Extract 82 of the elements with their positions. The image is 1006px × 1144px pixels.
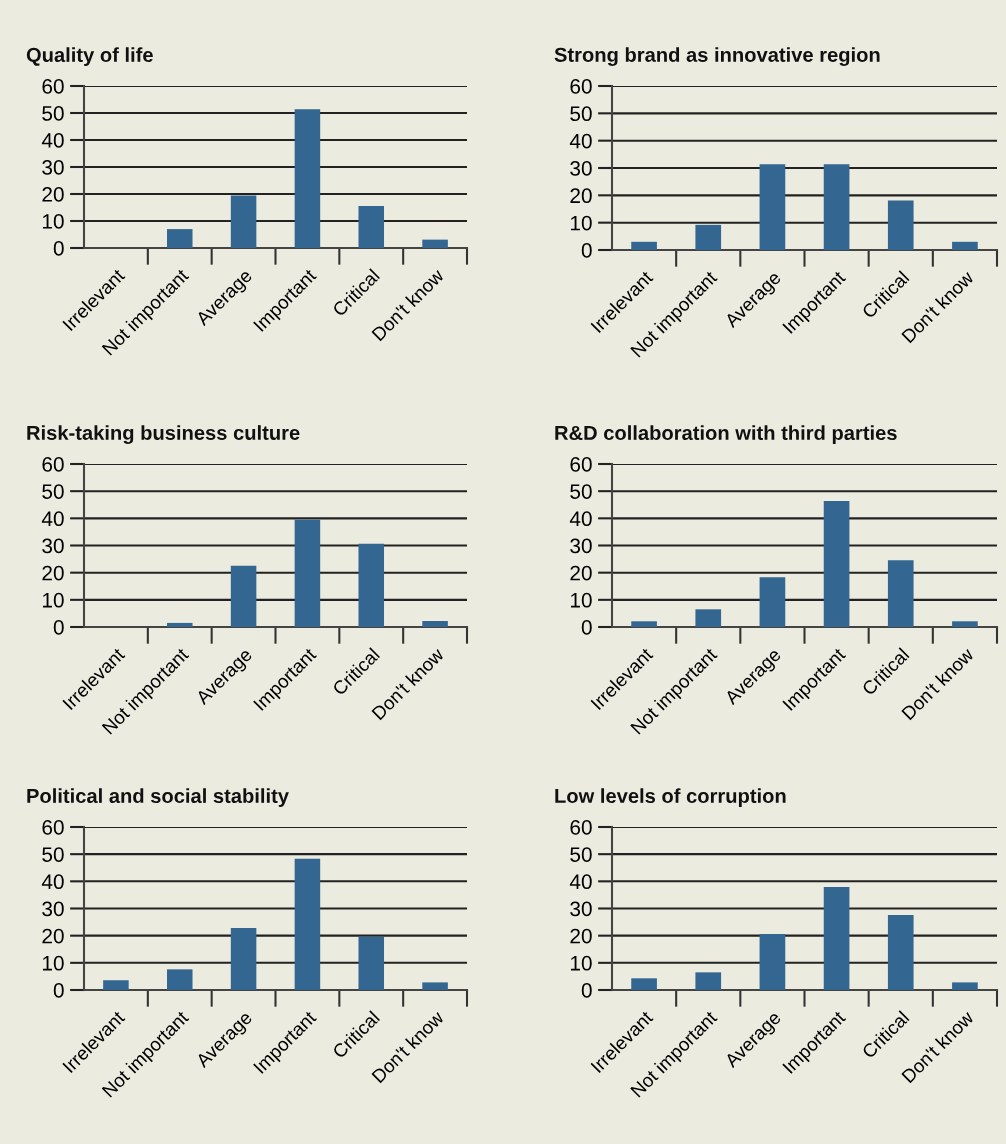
y-tick-label: 50 <box>570 484 592 499</box>
y-tick-label: 30 <box>570 538 592 554</box>
bar <box>422 982 448 990</box>
y-tick-label: 60 <box>570 457 592 472</box>
bar <box>952 621 978 627</box>
y-tick-label: 20 <box>570 928 592 944</box>
chart-title: Strong brand as innovative region <box>554 47 880 66</box>
y-tick-label: 0 <box>53 620 64 635</box>
y-tick-label: 30 <box>42 160 64 175</box>
y-tick-label: 20 <box>570 565 592 581</box>
bar <box>695 972 722 990</box>
y-tick-label: 20 <box>42 565 64 581</box>
y-tick-label: 0 <box>581 620 592 635</box>
bar <box>631 241 657 250</box>
bar <box>294 519 321 627</box>
y-tick-label: 30 <box>570 161 592 176</box>
y-tick-label: 40 <box>41 874 64 890</box>
y-tick-label: 0 <box>581 243 592 258</box>
bar <box>631 621 657 627</box>
y-tick-label: 20 <box>42 928 64 944</box>
bar <box>358 543 385 627</box>
y-tick-label: 10 <box>42 955 64 971</box>
y-tick-label: 10 <box>42 592 64 608</box>
y-tick-label: 40 <box>569 874 592 890</box>
bar <box>631 978 657 990</box>
bar <box>166 229 193 248</box>
y-tick-label: 60 <box>42 457 64 472</box>
bar <box>103 980 129 990</box>
chart-title: Quality of life <box>26 47 153 66</box>
y-tick-label: 60 <box>570 79 592 94</box>
bar <box>952 982 978 990</box>
y-tick-label: 50 <box>42 106 64 121</box>
bar <box>759 577 786 627</box>
bar <box>294 858 321 990</box>
y-tick-label: 0 <box>581 983 592 998</box>
bar <box>358 936 385 990</box>
bar <box>166 622 193 627</box>
y-tick-label: 50 <box>570 106 592 122</box>
y-tick-label: 20 <box>42 187 64 202</box>
y-tick-label: 30 <box>42 538 64 554</box>
bar <box>230 195 257 248</box>
bar <box>952 241 978 250</box>
y-tick-label: 0 <box>53 241 64 256</box>
y-tick-label: 30 <box>42 901 64 917</box>
y-tick-label: 50 <box>42 847 64 862</box>
bar <box>230 928 257 990</box>
y-tick-label: 60 <box>570 820 592 835</box>
bar <box>294 109 321 248</box>
y-tick-label: 50 <box>42 484 64 499</box>
chart-title: R&D collaboration with third parties <box>555 425 897 444</box>
bar <box>166 969 193 990</box>
bar <box>759 934 786 990</box>
bar <box>887 915 914 990</box>
bar <box>887 200 914 250</box>
y-tick-label: 10 <box>570 955 592 971</box>
bar <box>358 205 385 248</box>
y-tick-label: 60 <box>42 820 64 835</box>
bar <box>823 164 850 250</box>
y-tick-label: 60 <box>42 79 64 94</box>
chart-title: Risk-taking business culture <box>27 425 300 444</box>
bar <box>887 560 914 627</box>
y-tick-label: 40 <box>569 511 592 527</box>
chart-title: Political and social stability <box>27 788 289 807</box>
bar <box>823 500 850 627</box>
bar <box>422 239 448 248</box>
bar <box>823 887 850 990</box>
y-tick-label: 40 <box>569 133 592 149</box>
y-tick-label: 50 <box>570 847 592 862</box>
y-tick-label: 40 <box>41 511 64 527</box>
bar <box>759 164 786 250</box>
y-tick-label: 10 <box>570 215 592 231</box>
bar <box>695 609 722 627</box>
y-tick-label: 0 <box>53 983 64 998</box>
y-tick-label: 20 <box>570 188 592 204</box>
bar <box>695 224 722 250</box>
y-tick-label: 10 <box>570 592 592 608</box>
bar <box>422 621 448 627</box>
chart-title: Low levels of corruption <box>555 788 786 807</box>
y-tick-label: 30 <box>570 901 592 917</box>
bar <box>230 565 257 627</box>
y-tick-label: 10 <box>42 214 64 229</box>
y-tick-label: 40 <box>41 133 64 148</box>
